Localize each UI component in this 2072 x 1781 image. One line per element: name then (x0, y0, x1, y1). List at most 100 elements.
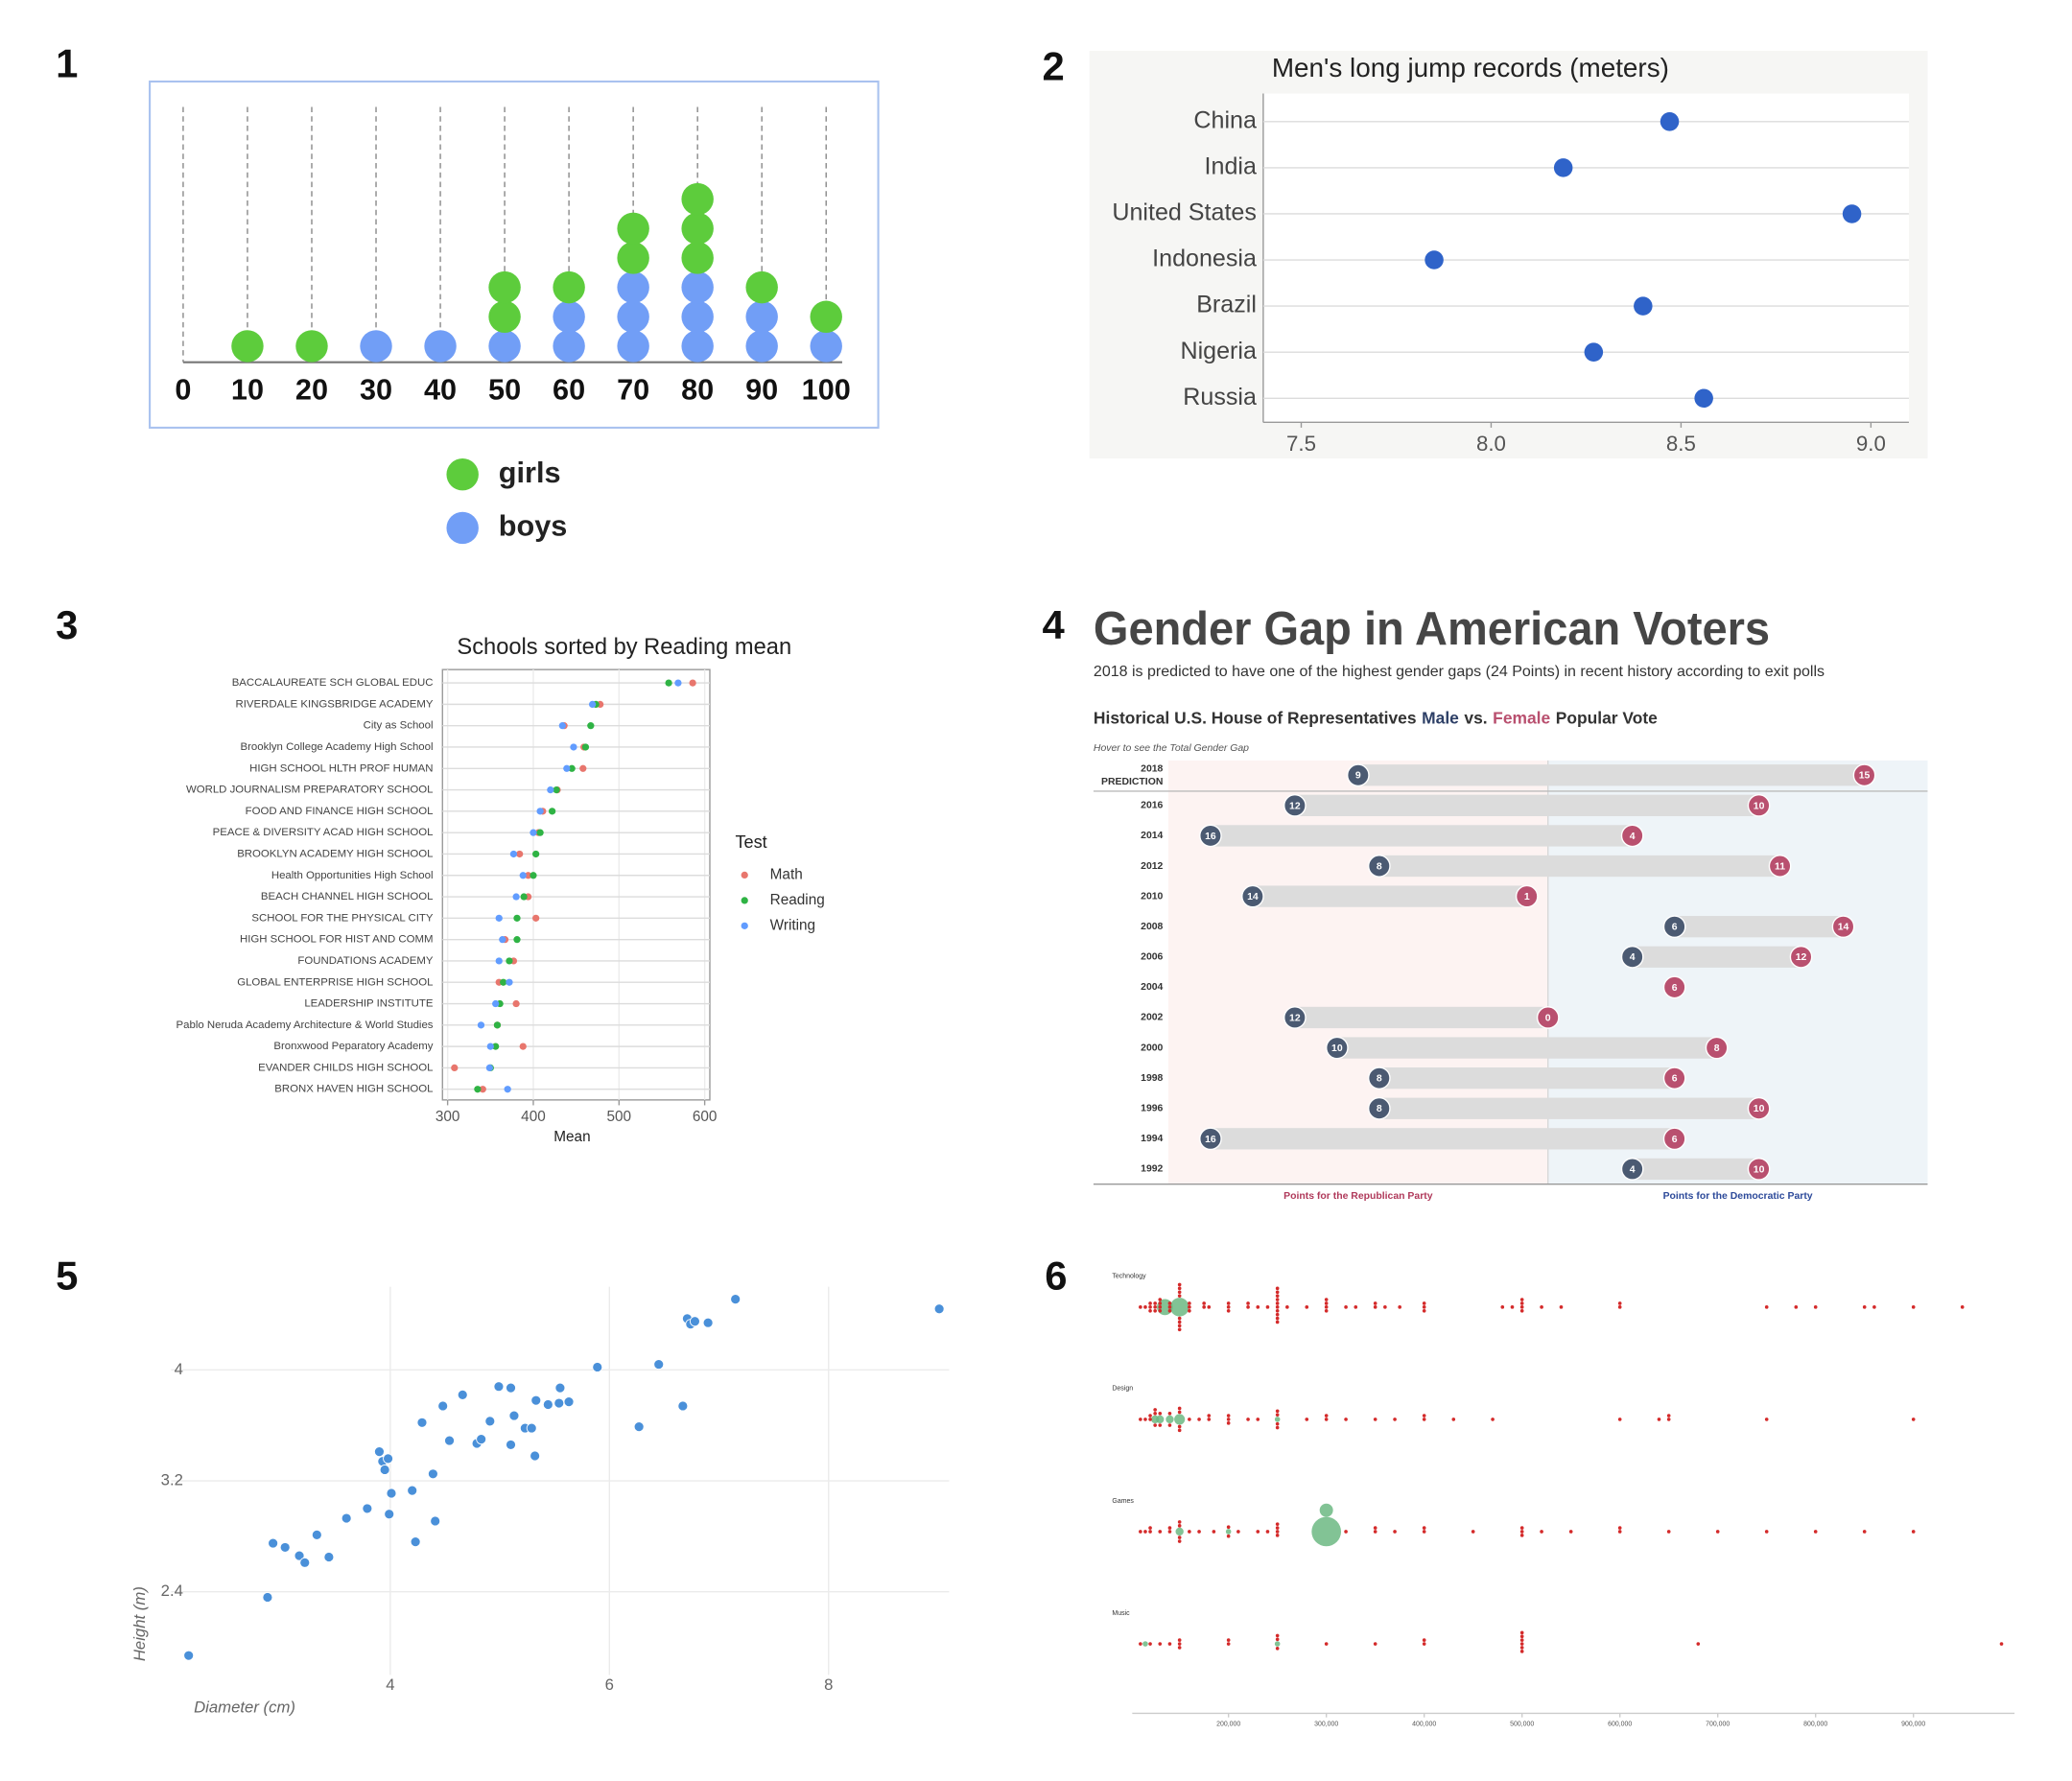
y-tick-label: HIGH SCHOOL HLTH PROF HUMAN (249, 762, 433, 774)
row-label: 1998 (1141, 1073, 1163, 1084)
gap-bar (1674, 916, 1844, 938)
heading-part: Historical U.S. House of Representatives (1094, 708, 1417, 727)
vote-dot (1367, 1066, 1391, 1090)
dot (1617, 1526, 1622, 1530)
value-label: 6 (1672, 923, 1678, 933)
dot (1660, 112, 1680, 131)
chart-title: Schools sorted by Reading mean (457, 635, 791, 660)
gap-bar (1210, 825, 1633, 847)
chart-note: Hover to see the Total Gender Gap (1094, 743, 1249, 754)
dot (1324, 1414, 1329, 1418)
dot (1911, 1530, 1916, 1534)
dot (1519, 1298, 1524, 1301)
dot (1197, 1418, 1201, 1421)
vote-dot (1662, 915, 1686, 939)
y-tick-label: Health Opportunities High School (271, 870, 434, 881)
dot (1275, 1425, 1280, 1430)
y-tick-label: United States (1112, 199, 1257, 226)
dot (1177, 1520, 1182, 1524)
value-label: 10 (1331, 1043, 1343, 1054)
row-label: 2014 (1141, 831, 1163, 841)
x-axis-title: Points for the Republican Party (1283, 1191, 1433, 1202)
point (633, 1421, 645, 1433)
dot (1188, 1301, 1191, 1305)
dot (1167, 1530, 1172, 1534)
dot (1275, 1633, 1280, 1638)
value-label: 14 (1247, 892, 1259, 902)
dot (1519, 1634, 1524, 1639)
point (323, 1552, 335, 1562)
vote-dot (1768, 855, 1792, 878)
dot (486, 1043, 494, 1050)
gap-bar (1210, 1128, 1675, 1150)
dot (451, 1064, 459, 1072)
point (457, 1389, 468, 1400)
dot (1153, 1308, 1157, 1313)
x-tick-label: 800,000 (1803, 1721, 1827, 1727)
dot (810, 330, 842, 363)
x-tick-label: 400 (521, 1109, 546, 1125)
dot (360, 330, 392, 363)
dot (681, 270, 714, 304)
dot (1212, 1530, 1216, 1534)
dot (1519, 1630, 1524, 1635)
x-tick-label: 300 (436, 1109, 460, 1125)
dot (1519, 1650, 1524, 1653)
dot (1177, 1316, 1182, 1321)
republican-zone (1167, 760, 1548, 1184)
row-label: 1992 (1141, 1164, 1163, 1175)
point (384, 1509, 395, 1520)
highlight-dot (1311, 1516, 1342, 1547)
y-tick-label: Pablo Neruda Academy Architecture & Worl… (177, 1019, 434, 1031)
dot (1177, 1410, 1182, 1415)
dot (1617, 1530, 1622, 1534)
y-tick-label: Bronxwood Peparatory Academy (273, 1041, 433, 1052)
gap-bar (1632, 946, 1801, 968)
x-tick-label: 8.5 (1666, 432, 1696, 456)
y-tick-label: SCHOOL FOR THE PHYSICAL CITY (251, 912, 433, 924)
row-label: 1996 (1141, 1104, 1163, 1114)
row-label: 2000 (1141, 1043, 1163, 1053)
highlight-dot (1142, 1641, 1148, 1647)
dot (492, 1043, 500, 1050)
y-axis-title: Height (m) (130, 1586, 149, 1661)
y-tick-label: Indonesia (1152, 246, 1257, 272)
dot (524, 872, 532, 879)
row-label: Music (1112, 1610, 1130, 1617)
legend-marker (741, 871, 748, 879)
dot (1275, 1320, 1280, 1324)
plot-area (441, 668, 711, 1101)
dot (1813, 1530, 1818, 1534)
dot (1666, 1414, 1671, 1418)
point (262, 1592, 273, 1603)
x-tick-label: 80 (681, 373, 714, 406)
dot (530, 829, 537, 836)
dot (689, 679, 696, 687)
point (508, 1410, 520, 1421)
dot (1275, 1301, 1280, 1305)
dot (1715, 1530, 1720, 1534)
dot (1657, 1418, 1661, 1421)
vote-dot (1662, 975, 1686, 999)
value-label: 11 (1775, 861, 1785, 872)
point (427, 1468, 438, 1480)
dot (1540, 1530, 1543, 1534)
point (542, 1399, 553, 1410)
highlight-dot (1274, 1417, 1281, 1422)
dot (1148, 1530, 1152, 1534)
dot (579, 764, 587, 772)
dot (1158, 1298, 1163, 1301)
point (341, 1512, 352, 1524)
x-tick-label: 900,000 (1901, 1721, 1925, 1727)
vote-dot (1199, 824, 1222, 848)
point (476, 1434, 487, 1445)
x-tick-label: 7.5 (1286, 432, 1316, 456)
x-tick-label: 700,000 (1706, 1721, 1730, 1727)
point (530, 1450, 541, 1462)
row-label: 2018 PREDICTION (1098, 763, 1163, 787)
dot (513, 914, 521, 922)
dot (1177, 1524, 1182, 1528)
dot (1275, 1522, 1280, 1526)
dot (1617, 1418, 1622, 1421)
x-tick-label: 600 (693, 1109, 718, 1125)
